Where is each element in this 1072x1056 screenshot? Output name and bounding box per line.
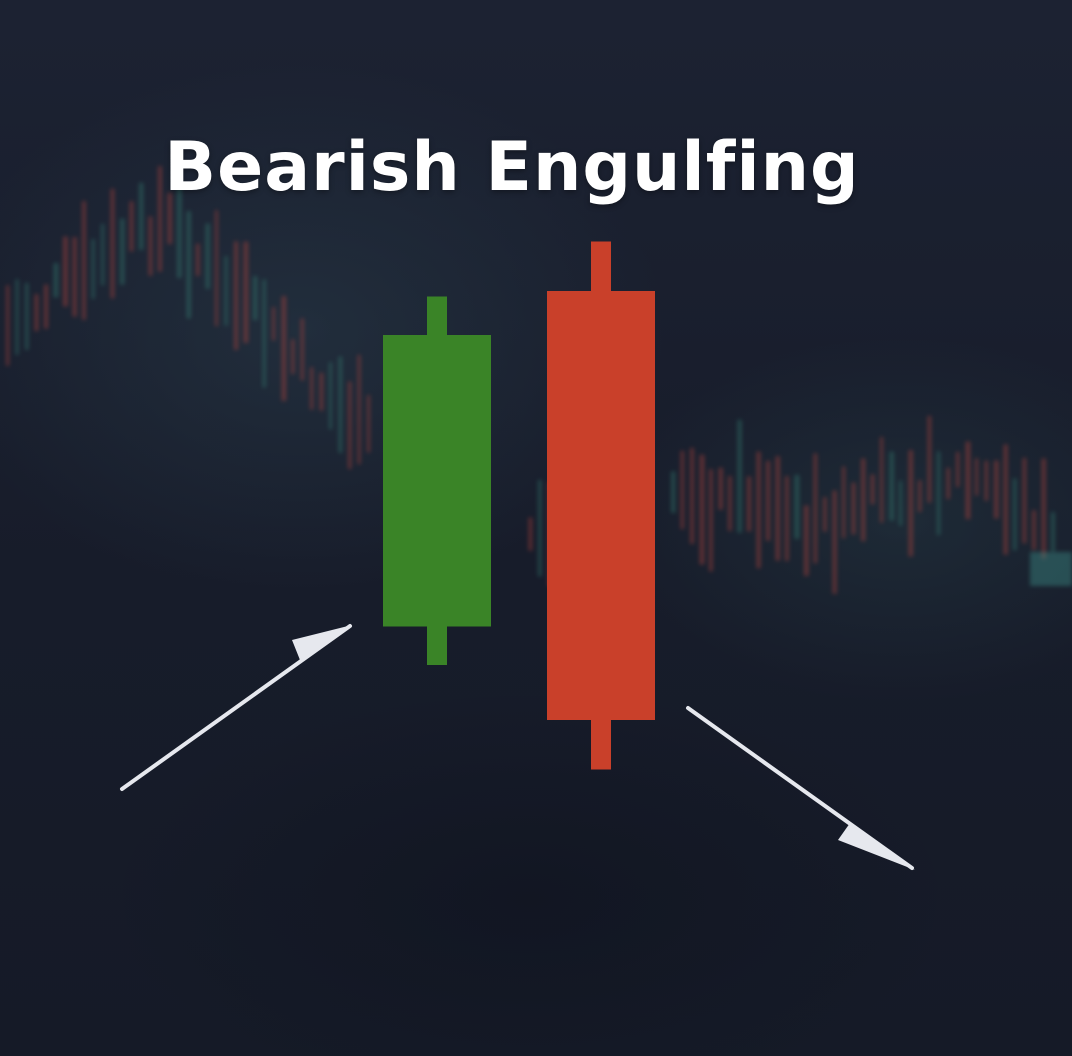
background-candle xyxy=(44,284,49,329)
background-candle xyxy=(129,201,134,252)
background-candle xyxy=(994,460,999,519)
background-candle xyxy=(224,256,228,326)
background-candle xyxy=(300,318,304,381)
background-candle xyxy=(804,505,809,576)
background-candle xyxy=(709,469,713,572)
background-candle xyxy=(158,166,162,272)
bearish-candle-body xyxy=(547,291,655,720)
background-candle xyxy=(794,474,800,539)
background-candle xyxy=(205,223,210,289)
diagram-title: Bearish Engulfing xyxy=(164,128,860,207)
background-candle xyxy=(281,296,287,401)
background-candle xyxy=(243,241,249,343)
background-candle xyxy=(956,451,960,487)
background-candle xyxy=(927,415,932,503)
background-candle xyxy=(196,243,200,276)
background-candle xyxy=(899,480,903,526)
background-candle xyxy=(177,179,182,279)
background-candle xyxy=(699,454,705,565)
background-candle xyxy=(186,211,191,319)
background-candle xyxy=(367,395,371,453)
background-candle xyxy=(775,456,780,561)
background-candle xyxy=(832,490,837,594)
background-candle xyxy=(937,451,941,535)
background-candle xyxy=(870,474,875,505)
background-candle xyxy=(110,188,115,299)
background-candle xyxy=(148,216,153,276)
background-candle xyxy=(262,279,266,388)
background-candle xyxy=(234,241,239,350)
bearish-candle xyxy=(547,241,655,770)
background-candle xyxy=(813,453,818,564)
background-candle xyxy=(72,237,77,317)
background-candle xyxy=(728,476,732,531)
background-candle xyxy=(357,354,361,465)
background-candle xyxy=(120,218,125,285)
background-candle xyxy=(946,467,950,500)
background-candle xyxy=(880,437,884,523)
background-candle xyxy=(737,419,742,533)
background-candle xyxy=(139,182,144,250)
background-candle xyxy=(1022,457,1027,544)
background-candle xyxy=(167,192,172,245)
background-candle xyxy=(1013,478,1017,551)
background-candle xyxy=(984,460,989,501)
background-candle xyxy=(1003,444,1008,555)
background-candle xyxy=(861,458,866,542)
background-candle xyxy=(538,479,542,577)
background-candle xyxy=(329,362,333,430)
background-candle xyxy=(908,450,914,557)
background-candle xyxy=(272,307,276,341)
background-candle xyxy=(338,356,343,453)
background-candle xyxy=(53,263,59,298)
background-candle xyxy=(215,210,219,327)
background-candle xyxy=(15,279,19,355)
background-candle xyxy=(91,239,95,299)
uptrend-arrow xyxy=(120,624,352,791)
downtrend-arrow xyxy=(686,706,915,870)
background-candle xyxy=(253,276,258,321)
background-candle xyxy=(528,517,533,551)
bullish-candle xyxy=(383,296,491,665)
background-price-tag xyxy=(1030,552,1072,586)
background-candle xyxy=(918,480,922,512)
background-candle xyxy=(718,467,723,510)
background-candle xyxy=(34,294,39,332)
background-candle xyxy=(25,282,29,350)
bullish-candle-body xyxy=(383,335,491,627)
background-candle xyxy=(690,447,694,544)
background-candle xyxy=(348,381,352,469)
background-candle xyxy=(671,471,676,513)
background-candle xyxy=(1032,510,1036,550)
background-candle xyxy=(756,451,761,569)
background-candle xyxy=(101,223,105,286)
background-candle xyxy=(766,460,771,541)
background-candle xyxy=(851,482,856,535)
background-candle xyxy=(291,339,295,375)
background-candle xyxy=(6,285,10,366)
background-candle xyxy=(823,497,827,532)
background-candle xyxy=(975,458,979,496)
background-candle xyxy=(82,201,86,320)
background-candle xyxy=(63,236,68,307)
background-candle xyxy=(747,476,752,532)
background-candle xyxy=(1041,458,1046,559)
background-candle xyxy=(785,476,789,562)
background-candle xyxy=(680,450,685,530)
background-candle xyxy=(842,466,846,539)
background-candle xyxy=(1051,512,1055,552)
background-candle xyxy=(310,367,314,410)
background-candle xyxy=(319,372,324,411)
background-candle xyxy=(965,441,971,520)
background-candle xyxy=(889,451,894,521)
